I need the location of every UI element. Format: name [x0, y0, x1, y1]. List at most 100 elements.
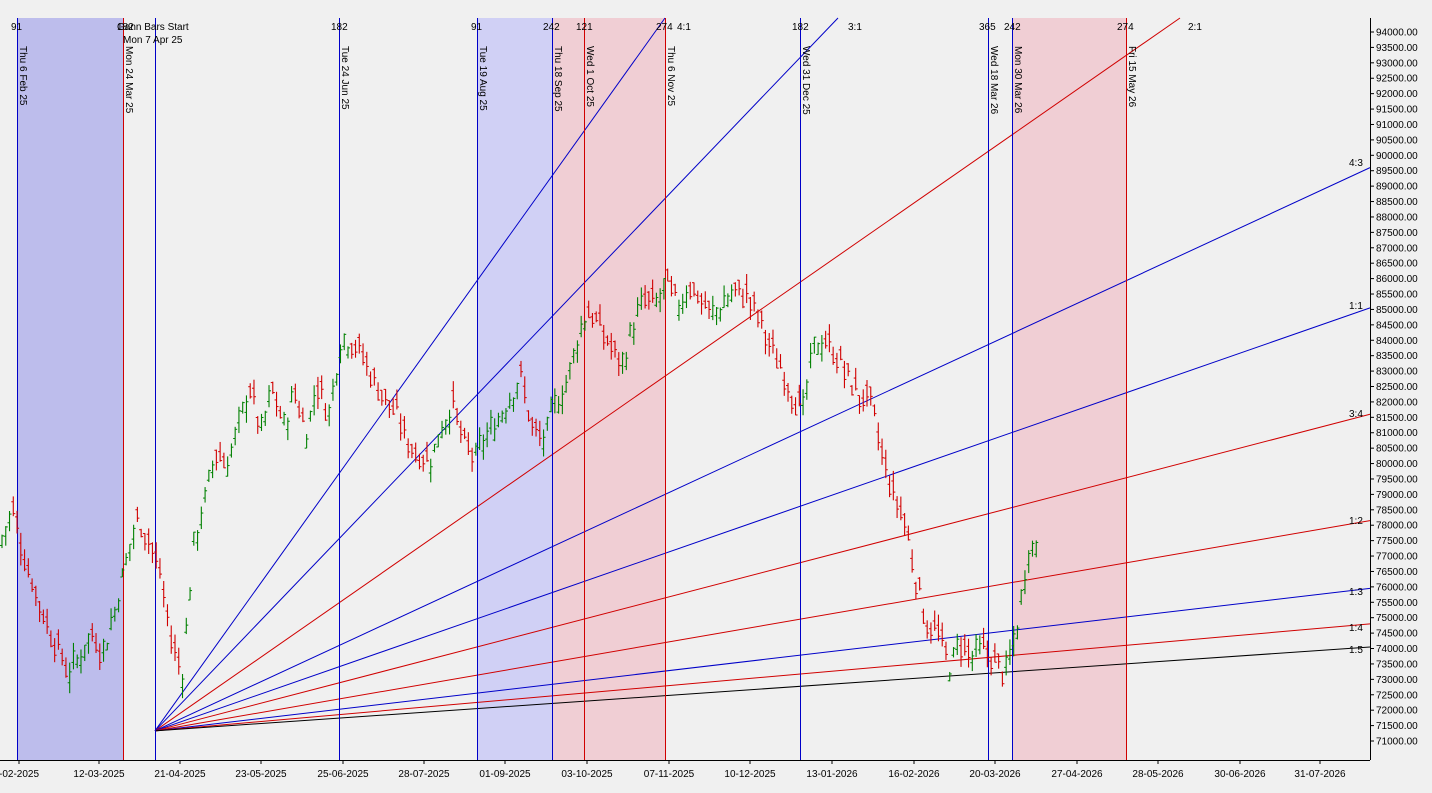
price-bar [759, 310, 764, 329]
price-bar [609, 332, 614, 360]
price-bar [755, 309, 760, 328]
price-bar [639, 287, 644, 310]
price-bar [424, 441, 429, 462]
price-bar [417, 453, 422, 470]
price-bar [560, 385, 565, 415]
price-bar [624, 351, 629, 371]
y-tick-label: 81500.00 [1376, 413, 1418, 424]
vertical-line-date-8: Thu 6 Nov 25 [665, 46, 676, 106]
x-tick-label: 10-12-2025 [724, 769, 776, 780]
vertical-line-date-9: Wed 31 Dec 25 [800, 46, 811, 115]
price-bar [259, 413, 264, 432]
price-bar [590, 313, 595, 328]
x-tick-label: 31-07-2026 [1294, 769, 1346, 780]
price-bar [112, 606, 117, 622]
price-bar [951, 647, 956, 658]
price-bar [315, 376, 320, 410]
y-tick-label: 78500.00 [1376, 505, 1418, 516]
price-bar [327, 404, 332, 427]
price-bar [582, 320, 587, 331]
price-bar [180, 674, 185, 699]
price-bar [173, 634, 177, 662]
price-bar [127, 543, 132, 562]
x-axis-panel [0, 760, 1432, 788]
price-bar [1026, 550, 1031, 574]
price-bar [206, 469, 211, 482]
vertical-line-date-10: Wed 18 Mar 26 [988, 46, 999, 115]
price-bar [865, 380, 869, 407]
x-tick-label: 07-11-2025 [644, 769, 695, 780]
price-bar [267, 385, 272, 408]
price-bar [11, 496, 16, 517]
price-bar [368, 371, 373, 388]
price-bar [233, 426, 238, 446]
y-tick-label: 79500.00 [1376, 474, 1418, 485]
y-tick-label: 91500.00 [1376, 105, 1418, 116]
price-bar [105, 642, 110, 651]
price-bar [549, 396, 554, 413]
price-bar [394, 389, 399, 410]
price-bar [120, 568, 125, 578]
price-bar [913, 581, 918, 600]
price-bar [804, 379, 809, 400]
x-tick-label: 28-07-2025 [398, 769, 450, 780]
price-bar [455, 407, 460, 426]
price-bar [15, 510, 20, 534]
price-bar [586, 300, 591, 319]
price-bar [3, 526, 8, 546]
price-bar [1030, 540, 1035, 557]
price-bar [94, 633, 99, 654]
price-bar [244, 395, 249, 423]
price-bar [492, 418, 497, 442]
price-bar [511, 397, 516, 412]
price-bar [770, 329, 775, 354]
fan-ratio-label-1-4: 1:4 [1349, 623, 1363, 634]
fan-ratio-label-1-5: 1:5 [1349, 645, 1363, 656]
price-bar [789, 395, 794, 414]
gann-start-date: Mon 7 Apr 25 [123, 35, 183, 46]
price-bar [515, 382, 520, 400]
price-bar [635, 297, 640, 317]
price-bar [195, 530, 200, 551]
x-tick-label: 28-05-2026 [1132, 769, 1184, 780]
price-bar [214, 449, 219, 471]
price-bar [323, 403, 328, 421]
price-bar [1004, 650, 1009, 676]
x-tick-label: 23-05-2025 [235, 769, 287, 780]
price-bar [473, 442, 478, 456]
price-bar [887, 475, 892, 498]
shaded-zone-2 [477, 18, 552, 760]
price-bar [959, 637, 964, 667]
price-bar [695, 290, 700, 304]
gann-line-3-1 [154, 17, 839, 732]
price-bar [767, 333, 772, 357]
price-bar [613, 340, 618, 358]
price-bar [748, 296, 753, 320]
y-tick-label: 93000.00 [1376, 58, 1418, 69]
price-bar [142, 533, 147, 551]
vertical-line-date-1: Thu 6 Feb 25 [17, 46, 28, 106]
price-bar [274, 391, 279, 417]
price-bar [116, 598, 121, 613]
price-bar [210, 460, 215, 479]
price-bar [932, 610, 937, 631]
price-bar [996, 653, 1001, 669]
price-bar [812, 336, 817, 354]
y-tick-label: 83500.00 [1376, 351, 1418, 362]
top-count-label-1: 91 [11, 22, 23, 33]
fan-ratio-label-1-2: 1:2 [1349, 516, 1363, 527]
x-tick-label: 16-02-2026 [888, 769, 940, 780]
price-bar [1015, 625, 1020, 640]
price-bar [774, 348, 779, 369]
fan-ratio-label-1-3: 1:3 [1349, 587, 1363, 598]
top-count-label-3: 182 [331, 22, 348, 33]
price-bar [52, 638, 57, 663]
y-tick-label: 86500.00 [1376, 259, 1418, 270]
price-bar [707, 300, 712, 320]
price-bar [485, 422, 490, 448]
gann-line-1-1 [154, 307, 1371, 732]
y-tick-label: 73000.00 [1376, 675, 1418, 686]
gann-line-3-4 [154, 413, 1371, 732]
price-bar [161, 580, 166, 608]
gann-line-1-2 [154, 520, 1371, 732]
